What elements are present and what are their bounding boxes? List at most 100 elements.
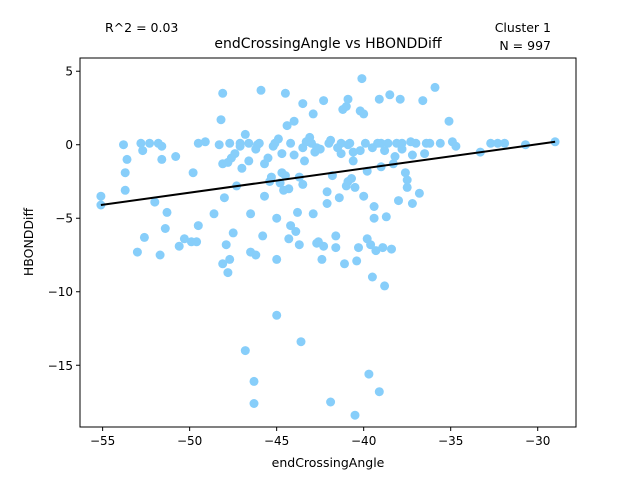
- y-axis-label: HBONDDiff: [21, 207, 36, 276]
- data-point: [228, 228, 238, 238]
- data-point: [486, 138, 496, 148]
- data-point: [400, 168, 410, 178]
- data-point: [308, 209, 318, 219]
- data-point: [235, 138, 245, 148]
- data-point: [289, 150, 299, 160]
- data-point: [157, 154, 167, 164]
- data-point: [308, 109, 318, 119]
- r-squared-annotation: R^2 = 0.03: [105, 20, 178, 35]
- regression-line-group: [100, 140, 556, 207]
- data-point: [371, 246, 381, 256]
- data-point: [96, 191, 106, 201]
- data-point: [319, 96, 329, 106]
- data-point: [193, 221, 203, 231]
- data-point: [218, 88, 228, 98]
- data-point: [155, 250, 165, 260]
- y-tick-label: −15: [48, 359, 73, 373]
- data-point: [256, 85, 266, 95]
- data-point: [420, 149, 430, 159]
- data-point: [145, 138, 155, 148]
- data-point: [397, 138, 407, 148]
- data-point: [260, 191, 269, 201]
- x-tick-label: −35: [438, 434, 463, 448]
- x-tick-label: −30: [525, 434, 550, 448]
- data-point: [119, 140, 128, 150]
- data-point: [122, 154, 132, 164]
- data-point: [322, 199, 332, 208]
- data-point: [214, 140, 224, 150]
- data-point: [364, 369, 374, 379]
- chart-title: endCrossingAngle vs HBONDDiff: [214, 36, 442, 52]
- data-point: [378, 243, 388, 253]
- data-point: [219, 193, 229, 203]
- data-point: [244, 138, 254, 148]
- data-point: [223, 268, 233, 278]
- data-point: [312, 143, 322, 153]
- x-axis-ticks: −55 −50 −45 −40 −35 −30: [90, 427, 550, 448]
- y-axis-ticks: 5 0 −5 −10 −15: [48, 65, 80, 373]
- data-point: [272, 310, 282, 320]
- data-point: [380, 281, 390, 291]
- data-point: [402, 182, 412, 192]
- data-point: [258, 231, 268, 241]
- data-point: [221, 240, 231, 250]
- cluster-annotation: Cluster 1: [495, 20, 551, 35]
- data-point: [298, 179, 308, 189]
- data-point: [407, 150, 417, 160]
- data-point: [136, 138, 146, 148]
- data-point: [272, 213, 282, 223]
- data-point: [381, 212, 391, 222]
- data-point: [324, 138, 334, 148]
- data-point: [394, 196, 403, 206]
- data-point: [120, 185, 130, 195]
- data-point: [444, 116, 454, 126]
- data-point: [291, 227, 301, 236]
- data-point: [179, 234, 189, 244]
- data-point: [500, 138, 510, 148]
- data-point: [280, 171, 290, 181]
- data-point: [407, 199, 417, 208]
- data-point: [355, 146, 365, 156]
- data-point: [322, 187, 332, 197]
- data-point: [192, 237, 202, 247]
- y-tick-label: −5: [55, 212, 73, 226]
- count-annotation: N = 997: [499, 38, 551, 53]
- data-point: [286, 138, 296, 148]
- data-point: [249, 376, 259, 386]
- data-point: [209, 209, 219, 219]
- data-point: [277, 149, 287, 159]
- data-point: [294, 240, 304, 250]
- data-point: [347, 174, 356, 183]
- data-point: [340, 259, 349, 269]
- data-point: [390, 152, 400, 161]
- data-point: [402, 175, 412, 185]
- data-point: [246, 209, 256, 219]
- data-point: [348, 156, 358, 166]
- data-point: [138, 146, 148, 156]
- data-point: [174, 241, 184, 251]
- y-tick-label: 5: [65, 65, 73, 79]
- data-point: [279, 185, 289, 195]
- data-point: [333, 143, 343, 153]
- data-point: [237, 163, 247, 173]
- data-point: [251, 144, 261, 154]
- data-point: [383, 138, 393, 148]
- data-point: [160, 224, 170, 233]
- data-point: [251, 250, 261, 260]
- regression-line: [100, 140, 556, 207]
- data-point: [289, 116, 299, 126]
- plot-area: [80, 58, 576, 427]
- data-point: [150, 197, 160, 207]
- data-point: [317, 254, 327, 264]
- data-point: [352, 256, 362, 266]
- data-point: [493, 138, 503, 148]
- data-point: [282, 121, 292, 131]
- data-point: [293, 207, 302, 217]
- data-point: [139, 232, 149, 242]
- data-point: [414, 188, 424, 198]
- data-point: [225, 138, 235, 148]
- x-tick-label: −50: [177, 434, 202, 448]
- data-point: [263, 153, 273, 163]
- data-point: [157, 141, 167, 151]
- data-point: [286, 221, 296, 231]
